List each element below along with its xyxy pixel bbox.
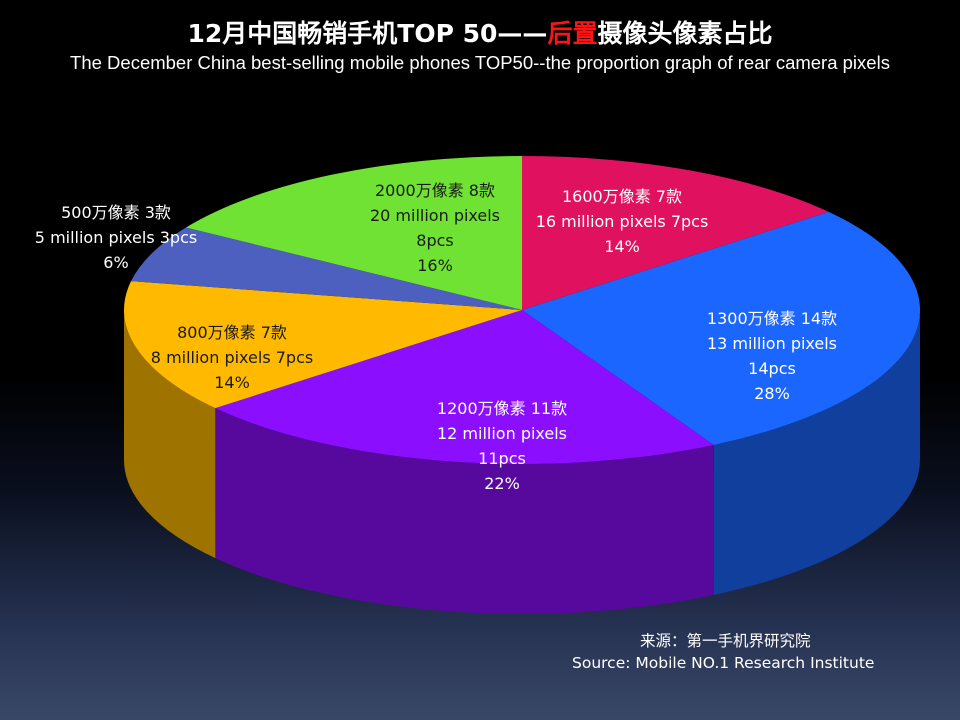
source-cn: 来源：第一手机界研究院 [640, 632, 811, 650]
pie-top-layer [123, 156, 920, 464]
slice-label-20mp-line: 16% [417, 256, 453, 275]
slice-label-8mp: 800万像素 7款 8 million pixels 7pcs 14% [151, 323, 313, 392]
slice-label-12mp-line: 22% [484, 474, 520, 493]
slice-label-12mp-line: 11pcs [478, 449, 526, 468]
slice-label-20mp-line: 8pcs [416, 231, 453, 250]
slice-label-16mp-line: 14% [604, 237, 640, 256]
pie-side-8mp [124, 310, 216, 559]
pie-side-layer [124, 310, 920, 614]
source-en: Source: Mobile NO.1 Research Institute [572, 654, 875, 672]
slice-label-13mp: 1300万像素 14款 13 million pixels 14pcs 28% [707, 309, 837, 403]
slice-label-13mp-line: 14pcs [748, 359, 796, 378]
slice-label-16mp-line: 1600万像素 7款 [562, 187, 682, 206]
slice-label-12mp-line: 1200万像素 11款 [437, 399, 567, 418]
pie-slice-13mp [522, 211, 920, 445]
pie-slice-16mp [522, 156, 829, 310]
slice-label-8mp-line: 14% [214, 373, 250, 392]
slice-label-16mp-line: 16 million pixels 7pcs [536, 212, 709, 231]
pie-label-layer: 1600万像素 7款 16 million pixels 7pcs 14% 1300万… [35, 181, 837, 493]
pie-slice-20mp [185, 156, 522, 310]
chart-title-en: The December China best-selling mobile p… [70, 52, 890, 73]
slice-label-12mp-line: 12 million pixels [437, 424, 567, 443]
slice-label-20mp-line: 2000万像素 8款 [375, 181, 495, 200]
slice-label-16mp: 1600万像素 7款 16 million pixels 7pcs 14% [536, 187, 709, 256]
pie-slice-5mp [131, 227, 522, 310]
pie-slice-8mp [123, 281, 522, 409]
slice-label-8mp-line: 8 million pixels 7pcs [151, 348, 313, 367]
chart-title-cn: 12月中国畅销手机TOP 50——后置摄像头像素占比 [0, 14, 960, 50]
pie-side-13mp [713, 310, 920, 595]
title-cn-highlight: 后置 [547, 19, 598, 48]
slice-label-12mp: 1200万像素 11款 12 million pixels 11pcs 22% [437, 399, 567, 493]
source-note: 来源：第一手机界研究院 Source: Mobile NO.1 Research… [572, 630, 874, 674]
slice-label-13mp-line: 13 million pixels [707, 334, 837, 353]
pie-slice-12mp [215, 310, 714, 464]
slice-label-8mp-line: 800万像素 7款 [177, 323, 287, 342]
slice-label-5mp-line: 5 million pixels 3pcs [35, 228, 197, 247]
pie-side-12mp [215, 408, 714, 614]
slice-label-20mp: 2000万像素 8款 20 million pixels 8pcs 16% [370, 181, 500, 275]
slice-label-13mp-line: 1300万像素 14款 [707, 309, 837, 328]
slice-label-5mp-line: 500万像素 3款 [61, 203, 171, 222]
title-cn-part2: 摄像头像素占比 [597, 19, 773, 48]
slice-label-5mp: 500万像素 3款 5 million pixels 3pcs 6% [35, 203, 197, 272]
slice-label-13mp-line: 28% [754, 384, 790, 403]
slice-label-20mp-line: 20 million pixels [370, 206, 500, 225]
title-cn-part1: 12月中国畅销手机TOP 50—— [187, 19, 548, 48]
slice-label-5mp-line: 6% [103, 253, 128, 272]
